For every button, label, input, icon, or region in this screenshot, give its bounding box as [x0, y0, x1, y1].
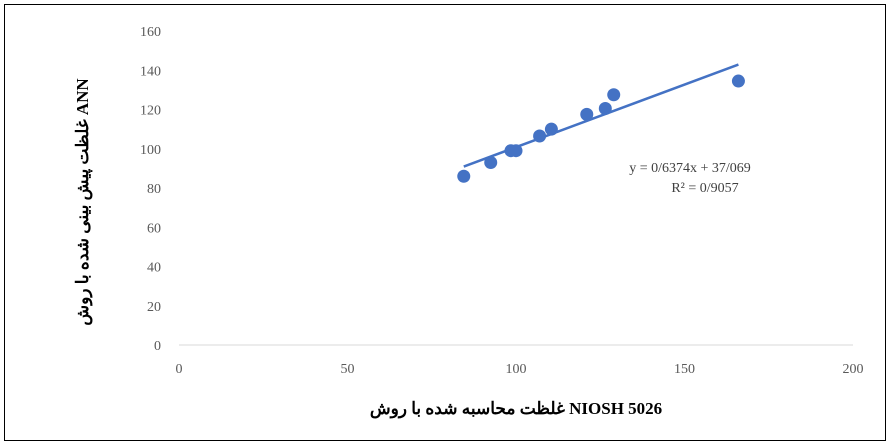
y-tick-label: 20	[147, 300, 161, 315]
x-axis-title: غلظت محاسبه شده با روش NIOSH 5026	[370, 399, 662, 419]
data-point	[533, 129, 547, 143]
x-tick-label: 200	[843, 362, 864, 377]
y-tick-label: 100	[140, 143, 161, 158]
y-tick-label: 0	[154, 339, 161, 354]
y-tick-label: 60	[147, 221, 161, 236]
data-point	[484, 155, 498, 169]
data-point	[598, 102, 612, 116]
x-tick-label: 0	[176, 362, 183, 377]
y-tick-label: 140	[140, 64, 161, 79]
data-point	[731, 74, 745, 88]
data-point	[580, 107, 594, 121]
trendline-r2: R² = 0/9057	[671, 181, 738, 196]
trendline-equation: y = 0/6374x + 37/069	[629, 161, 751, 176]
x-tick-label: 100	[506, 362, 527, 377]
data-point	[509, 144, 523, 158]
y-axis-ticks: 0 20 40 60 80 100 120 140 160	[140, 25, 161, 354]
y-tick-label: 160	[140, 25, 161, 40]
x-tick-label: 50	[341, 362, 355, 377]
data-point	[544, 122, 558, 136]
y-tick-label: 120	[140, 104, 161, 119]
data-point	[607, 88, 621, 102]
y-tick-label: 80	[147, 182, 161, 197]
data-points	[457, 74, 745, 183]
data-point	[457, 169, 471, 183]
x-tick-label: 150	[674, 362, 695, 377]
y-tick-label: 40	[147, 261, 161, 276]
y-axis-title: غلظت پیش بینی شده با روش ANN	[73, 78, 93, 326]
x-axis-ticks: 0 50 100 150 200	[176, 362, 864, 377]
